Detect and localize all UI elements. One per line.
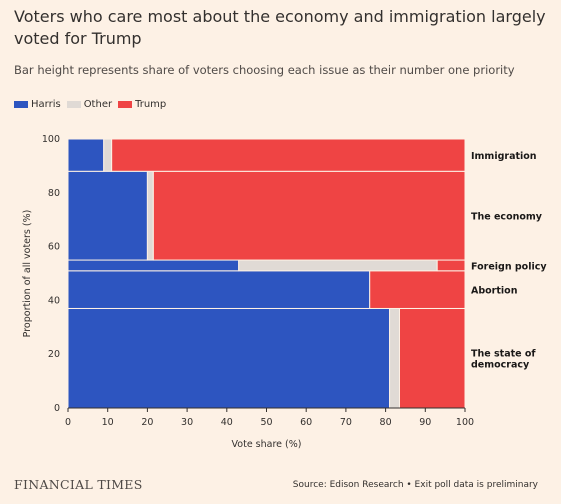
publisher-logo: FINANCIAL TIMES: [14, 477, 143, 492]
x-tick-label-70: 70: [340, 417, 352, 428]
y-tick-label-60: 60: [48, 242, 60, 253]
y-tick-label-100: 100: [42, 134, 60, 145]
x-tick-label-80: 80: [380, 417, 392, 428]
category-label-the-state-of-democracy-line1: The state of: [471, 349, 536, 360]
category-label-foreign-policy: Foreign policy: [471, 261, 547, 272]
x-tick-label-60: 60: [300, 417, 312, 428]
y-tick-label-40: 40: [48, 295, 60, 306]
category-label-the-state-of-democracy-line2: democracy: [471, 360, 530, 371]
legend-item-trump: Trump: [118, 99, 166, 110]
x-tick-label-100: 100: [456, 417, 474, 428]
bar-abortion-harris: [67, 270, 371, 309]
x-tick-label-30: 30: [181, 417, 193, 428]
bar-foreign-policy-other: [238, 259, 438, 272]
x-tick-label-20: 20: [141, 417, 153, 428]
chart-subtitle: Bar height represents share of voters ch…: [14, 63, 515, 77]
legend-label-other: Other: [83, 99, 113, 110]
legend-swatch-harris: [14, 101, 28, 108]
bar-immigration-other: [103, 138, 113, 172]
source-note: Source: Edison Research • Exit poll data…: [292, 480, 538, 490]
y-axis-label: Proportion of all voters (%): [22, 210, 33, 338]
legend-item-other: Other: [66, 99, 113, 110]
x-tick-label-90: 90: [419, 417, 431, 428]
category-label-the-economy: The economy: [471, 212, 543, 223]
bar-immigration-trump: [111, 138, 466, 172]
category-label-abortion: Abortion: [471, 286, 518, 297]
x-tick-label-0: 0: [65, 417, 71, 428]
y-tick-label-80: 80: [48, 188, 60, 199]
y-tick-label-0: 0: [54, 403, 60, 414]
bar-foreign-policy-harris: [67, 259, 240, 272]
bar-the-economy-other: [146, 170, 154, 261]
legend-label-trump: Trump: [135, 99, 167, 110]
x-tick-label-10: 10: [102, 417, 114, 428]
x-axis-label: Vote share (%): [232, 439, 302, 450]
chart-title: Voters who care most about the economy a…: [14, 7, 546, 48]
x-tick-label-50: 50: [260, 417, 272, 428]
bar-the-economy-trump: [152, 170, 466, 261]
bar-foreign-policy-trump: [436, 259, 466, 272]
legend: Harris Other Trump: [14, 99, 172, 110]
bar-the-state-of-democracy-trump: [398, 307, 466, 409]
legend-swatch-other: [66, 101, 81, 108]
y-tick-label-20: 20: [48, 349, 60, 360]
bar-the-state-of-democracy-harris: [67, 307, 391, 409]
bar-abortion-trump: [369, 270, 466, 309]
bar-immigration-harris: [67, 138, 105, 172]
category-label-immigration: Immigration: [471, 151, 537, 162]
bar-the-economy-harris: [67, 170, 148, 261]
x-tick-label-40: 40: [221, 417, 233, 428]
bar-the-state-of-democracy-other: [389, 307, 400, 409]
legend-swatch-trump: [118, 101, 133, 108]
legend-label-harris: Harris: [31, 99, 61, 110]
legend-item-harris: Harris: [14, 99, 61, 110]
